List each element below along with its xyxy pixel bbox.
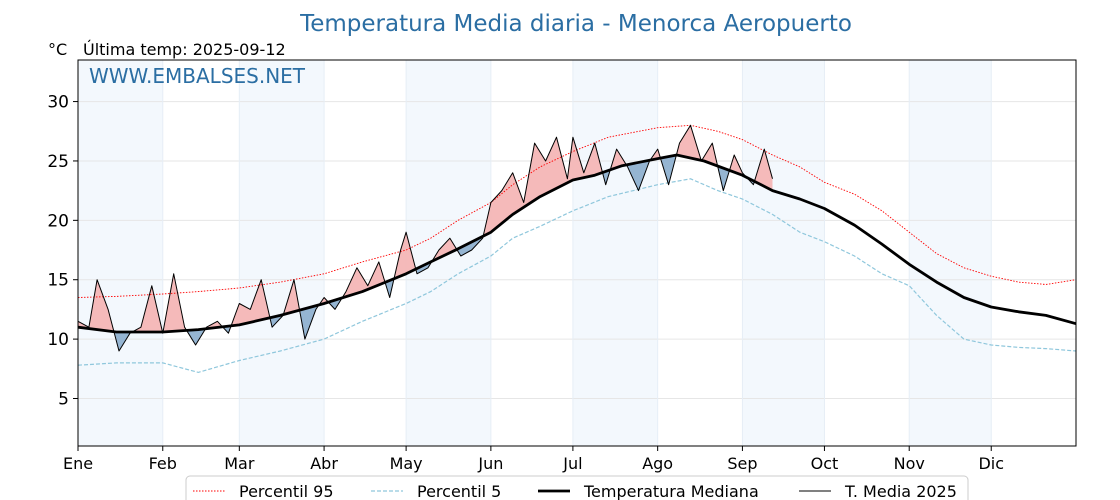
x-tick-label-mar: Mar bbox=[224, 454, 255, 473]
x-tick-label-abr: Abr bbox=[310, 454, 338, 473]
x-tick-label-jul: Jul bbox=[562, 454, 582, 473]
x-tick-label-ene: Ene bbox=[63, 454, 93, 473]
month-band-nov bbox=[909, 60, 992, 446]
legend-box bbox=[185, 475, 969, 500]
x-tick-label-sep: Sep bbox=[727, 454, 757, 473]
y-tick-label-25: 25 bbox=[47, 152, 69, 172]
anomaly-fill-warm-17 bbox=[432, 238, 457, 262]
x-tick-label-dic: Dic bbox=[978, 454, 1004, 473]
anomaly-fill-cold-14 bbox=[385, 278, 394, 298]
anomaly-fill-cold-22 bbox=[627, 160, 650, 191]
x-tick-label-ago: Ago bbox=[642, 454, 673, 473]
month-band-sep bbox=[742, 60, 825, 446]
y-axis: 5 10 15 20 25 30 bbox=[47, 93, 78, 409]
anomaly-fill-warm-25 bbox=[676, 125, 700, 161]
series-lines bbox=[77, 124, 1077, 374]
legend-label-median: Temperatura Mediana bbox=[583, 482, 759, 500]
x-tick-label-feb: Feb bbox=[149, 454, 177, 473]
anomaly-fill-cold-18 bbox=[458, 236, 483, 256]
month-band-jul bbox=[572, 60, 658, 446]
x-tick-label-nov: Nov bbox=[894, 454, 925, 473]
x-tick-label-oct: Oct bbox=[811, 454, 839, 473]
series-line-percentil-5 bbox=[77, 178, 1077, 374]
x-tick-label-may: May bbox=[390, 454, 423, 473]
x-axis: Ene Feb Mar Abr May Jun Jul Ago Sep Oct Nov Dic bbox=[63, 446, 1004, 473]
y-tick-label-20: 20 bbox=[47, 211, 69, 231]
y-tick-label-30: 30 bbox=[47, 93, 69, 113]
month-band-mar bbox=[239, 60, 325, 446]
anomaly-fill-cold-24 bbox=[661, 155, 676, 185]
watermark: WWW.EMBALSES.NET bbox=[89, 64, 306, 88]
month-bands bbox=[78, 60, 992, 446]
anomaly-fill-warm-3 bbox=[164, 273, 186, 332]
anomaly-fill-warm-26 bbox=[702, 143, 717, 166]
y-tick-label-10: 10 bbox=[47, 330, 69, 350]
month-band-ene bbox=[78, 60, 163, 446]
anomaly-fill-warm-0 bbox=[78, 279, 114, 332]
legend-label-p95: Percentil 95 bbox=[239, 482, 334, 500]
series-line-media-2025 bbox=[77, 124, 773, 352]
anomaly-fill-warm-7 bbox=[231, 279, 270, 326]
plot-frame bbox=[77, 59, 1077, 447]
legend-label-p5: Percentil 5 bbox=[417, 482, 501, 500]
legend-label-2025: T. Media 2025 bbox=[844, 482, 957, 500]
anomaly-fill-warm-30 bbox=[754, 149, 773, 191]
anomaly-fill-warm-15 bbox=[395, 232, 416, 279]
chart-title: Temperatura Media diaria - Menorca Aerop… bbox=[299, 11, 852, 37]
anomaly-fill-warm-9 bbox=[284, 279, 300, 315]
last-temp-label: Última temp: 2025-09-12 bbox=[83, 40, 286, 59]
anomaly-fill-cold-1 bbox=[114, 331, 132, 351]
anomaly-fill-cold-20 bbox=[603, 170, 610, 185]
anomaly-fill-cold-4 bbox=[187, 328, 206, 345]
anomaly-fill-warm-19 bbox=[484, 137, 602, 236]
y-tick-label-5: 5 bbox=[58, 389, 69, 409]
x-tick-label-jun: Jun bbox=[477, 454, 503, 473]
anomaly-fill-cold-27 bbox=[717, 166, 729, 191]
series-line-mediana bbox=[77, 153, 1077, 334]
legend: Percentil 95 Percentil 5 Temperatura Med… bbox=[185, 475, 969, 500]
series-line-percentil-95 bbox=[77, 124, 1077, 298]
unit-label: °C bbox=[48, 40, 67, 59]
y-tick-label-15: 15 bbox=[47, 271, 69, 291]
